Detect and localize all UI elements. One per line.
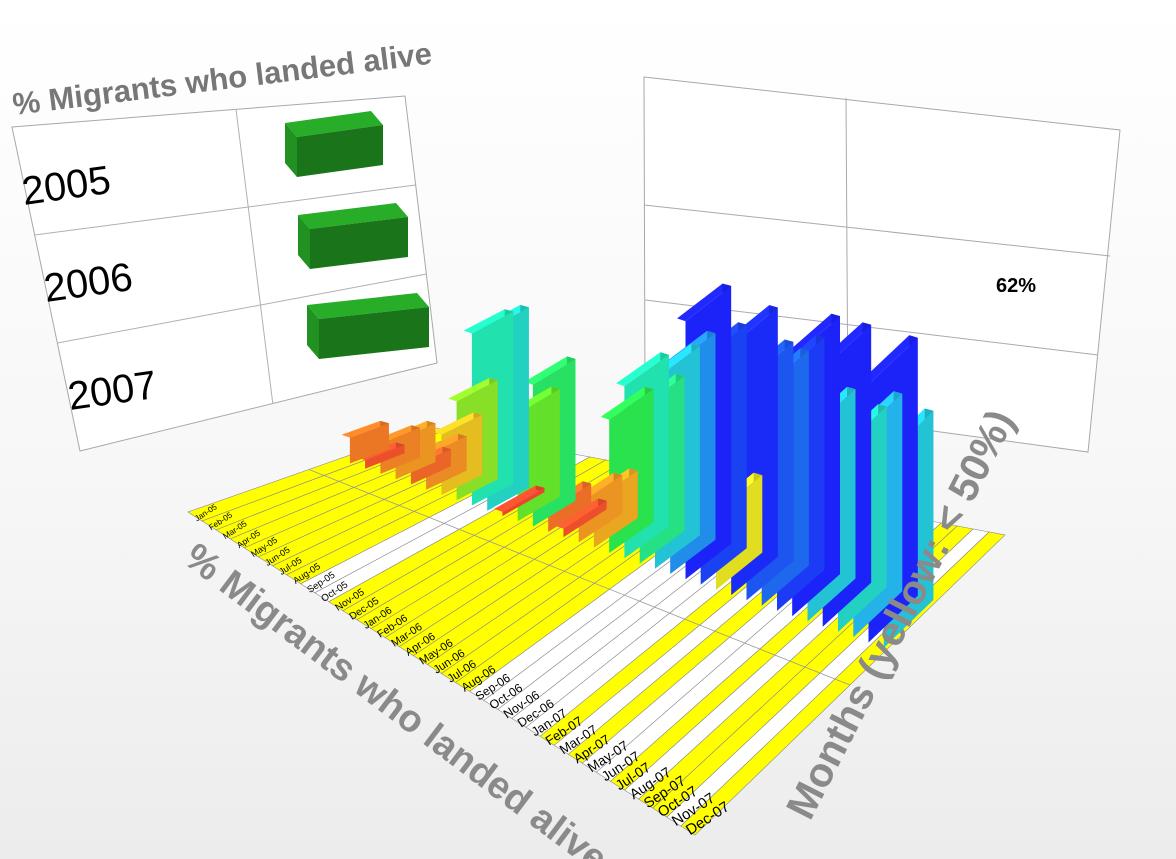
year-panel-gridline [235, 109, 274, 404]
bars [341, 283, 934, 648]
year-panel-gridline [57, 273, 427, 344]
back-wall-gridline [643, 204, 1111, 257]
bar [341, 420, 389, 464]
bar [494, 485, 545, 517]
floor-gridline [308, 469, 851, 686]
year-bar [298, 203, 408, 269]
year-bar [285, 111, 383, 177]
peak-value-label: 62% [996, 275, 1036, 297]
year-bar [307, 293, 429, 359]
bar [555, 498, 607, 538]
year-panel-gridline [34, 184, 416, 236]
